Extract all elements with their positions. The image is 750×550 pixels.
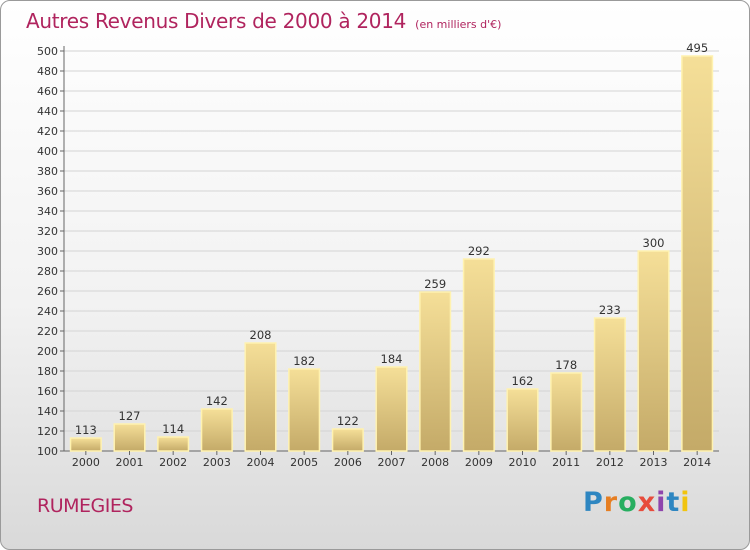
bar (681, 55, 714, 452)
x-tick-label: 2005 (290, 456, 318, 469)
x-tick-label: 2002 (159, 456, 187, 469)
commune-name: RUMEGIES (37, 495, 133, 517)
y-tick-label: 120 (37, 425, 58, 438)
bar (419, 291, 452, 452)
bar-value-label: 114 (162, 422, 184, 436)
x-tick-label: 2008 (421, 456, 449, 469)
bar (506, 388, 539, 452)
chart-title-row: Autres Revenus Divers de 2000 à 2014 (en… (26, 9, 501, 33)
bar (375, 366, 408, 452)
logo-letter: r (603, 487, 619, 518)
bar-value-label: 233 (599, 303, 621, 317)
bar-value-label: 182 (293, 354, 315, 368)
bar (550, 372, 583, 452)
y-tick-label: 160 (37, 385, 58, 398)
logo-letter: o (618, 487, 638, 518)
y-tick-label: 300 (37, 245, 58, 258)
y-tick-label: 280 (37, 265, 58, 278)
y-tick-label: 500 (37, 45, 58, 58)
bar-value-label: 208 (250, 328, 272, 342)
bar-value-label: 122 (337, 414, 359, 428)
bar-value-label: 127 (119, 409, 141, 423)
y-tick-label: 200 (37, 345, 58, 358)
bar (69, 437, 102, 452)
bar-value-label: 300 (643, 236, 665, 250)
bar-value-label: 184 (381, 352, 403, 366)
x-tick-label: 2003 (203, 456, 231, 469)
y-tick-label: 420 (37, 125, 58, 138)
y-tick-label: 480 (37, 65, 58, 78)
y-tick-label: 340 (37, 205, 58, 218)
chart-title: Autres Revenus Divers de 2000 à 2014 (26, 9, 407, 33)
y-tick-label: 100 (37, 445, 58, 458)
bar (637, 250, 670, 452)
x-tick-label: 2011 (552, 456, 580, 469)
y-tick-label: 320 (37, 225, 58, 238)
y-tick-label: 400 (37, 145, 58, 158)
bar (244, 342, 277, 452)
logo-letter: x (637, 487, 657, 518)
bar-value-label: 292 (468, 244, 490, 258)
bar (331, 428, 364, 452)
x-tick-label: 2013 (640, 456, 668, 469)
bar-value-label: 495 (686, 41, 708, 55)
bar (593, 317, 626, 452)
x-tick-label: 2009 (465, 456, 493, 469)
x-tick-label: 2001 (116, 456, 144, 469)
y-tick-label: 220 (37, 325, 58, 338)
y-tick-label: 140 (37, 405, 58, 418)
y-tick-label: 460 (37, 85, 58, 98)
bar (200, 408, 233, 452)
bar-value-label: 162 (512, 374, 534, 388)
x-tick-label: 2012 (596, 456, 624, 469)
bar-value-label: 178 (555, 358, 577, 372)
bar-value-label: 113 (75, 423, 97, 437)
proxiti-logo: Proxiti (583, 487, 691, 518)
y-tick-label: 240 (37, 305, 58, 318)
logo-letter: t (666, 487, 681, 518)
x-tick-label: 2006 (334, 456, 362, 469)
bar-value-label: 259 (424, 277, 446, 291)
y-tick-label: 180 (37, 365, 58, 378)
bar (288, 368, 321, 452)
logo-letter: i (656, 487, 667, 518)
bar (113, 423, 146, 452)
bar (462, 258, 495, 452)
y-tick-label: 380 (37, 165, 58, 178)
y-tick-label: 260 (37, 285, 58, 298)
y-tick-label: 360 (37, 185, 58, 198)
x-tick-label: 2007 (378, 456, 406, 469)
chart-subtitle: (en milliers d'€) (415, 18, 502, 31)
logo-letter: i (680, 487, 691, 518)
logo-letter: P (583, 487, 604, 518)
x-tick-label: 2010 (509, 456, 537, 469)
y-tick-label: 440 (37, 105, 58, 118)
x-tick-label: 2014 (683, 456, 711, 469)
x-tick-label: 2000 (72, 456, 100, 469)
bar-value-label: 142 (206, 394, 228, 408)
bar (157, 436, 190, 452)
x-tick-label: 2004 (247, 456, 275, 469)
